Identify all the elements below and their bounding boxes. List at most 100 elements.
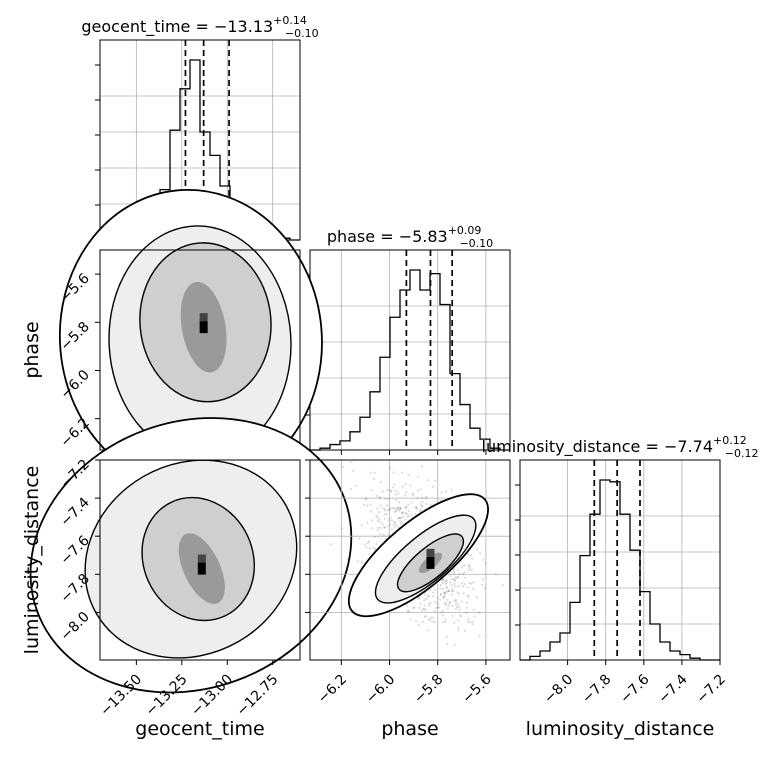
sample-point: [425, 597, 428, 601]
panel-frame: [99, 459, 301, 661]
sample-point: [401, 485, 404, 488]
sample-point: [482, 578, 485, 581]
sample-point: [381, 523, 385, 526]
sample-point: [453, 621, 456, 625]
sample-point: [399, 507, 402, 510]
sample-point: [369, 471, 372, 475]
sample-point: [449, 581, 452, 584]
x-axis-label: phase: [381, 718, 438, 740]
sample-point: [442, 579, 445, 582]
sample-point: [454, 585, 457, 588]
sample-point: [468, 566, 472, 570]
sample-point: [365, 504, 369, 507]
sample-point: [390, 528, 394, 531]
histogram-step: [520, 479, 720, 661]
sample-point: [424, 497, 428, 500]
sample-point: [391, 486, 395, 489]
sample-point: [453, 599, 456, 602]
sample-point: [362, 503, 366, 506]
sample-point: [429, 503, 432, 507]
sample-point: [383, 526, 386, 529]
sample-point: [450, 488, 453, 491]
panel-frame: [519, 459, 721, 661]
sample-point: [458, 609, 461, 612]
sample-point: [428, 604, 431, 608]
sample-point: [409, 484, 412, 487]
sample-point: [445, 579, 448, 582]
sample-point: [416, 496, 419, 499]
sample-point: [330, 543, 333, 546]
sample-point: [434, 600, 437, 604]
sample-point: [420, 609, 424, 612]
sample-point: [446, 607, 449, 610]
density-peak: [197, 562, 206, 575]
sample-point: [390, 519, 394, 522]
sample-point: [401, 515, 405, 518]
sample-point: [484, 562, 487, 565]
sample-point: [418, 606, 421, 610]
sample-point: [427, 594, 430, 597]
sample-point: [364, 543, 367, 546]
sample-point: [420, 465, 423, 468]
sample-point: [379, 526, 382, 529]
sample-point: [441, 587, 444, 591]
sample-point: [438, 606, 441, 609]
sample-point: [424, 609, 427, 612]
sample-point: [463, 571, 466, 574]
sample-point: [426, 479, 430, 482]
title-sub: −0.12: [725, 447, 759, 460]
sample-point: [440, 579, 443, 582]
sample-point: [379, 480, 382, 484]
sample-point: [471, 587, 475, 590]
sample-point: [433, 621, 436, 624]
sample-point: [388, 508, 391, 512]
sample-point: [451, 587, 454, 591]
sample-point: [395, 509, 398, 512]
sample-point: [389, 507, 392, 510]
sample-point: [406, 515, 410, 518]
sample-point: [480, 583, 484, 587]
sample-point: [367, 540, 371, 543]
sample-point: [389, 516, 392, 520]
sample-point: [354, 484, 357, 487]
x-tick-label: −5.6: [459, 671, 494, 706]
sample-point: [446, 590, 449, 593]
sample-point: [457, 619, 460, 622]
sample-point: [376, 529, 380, 532]
sample-point: [463, 582, 467, 586]
sample-point: [467, 565, 470, 568]
sample-point: [394, 489, 397, 493]
sample-point: [400, 511, 404, 514]
sample-point: [394, 526, 397, 529]
sample-point: [449, 601, 452, 604]
sample-point: [397, 492, 400, 495]
sample-point: [442, 578, 445, 581]
sample-point: [478, 634, 481, 638]
sample-point: [402, 511, 405, 514]
sample-point: [415, 505, 418, 509]
density-layer: [58, 188, 323, 490]
sample-point: [479, 552, 482, 555]
sample-point: [452, 590, 455, 593]
sample-point: [423, 599, 426, 602]
sample-point: [471, 557, 474, 560]
sample-point: [370, 489, 373, 492]
x-tick-label: −6.0: [363, 672, 398, 707]
sample-point: [370, 510, 373, 513]
sample-point: [392, 506, 395, 509]
sample-point: [452, 572, 456, 576]
sample-point: [377, 511, 381, 514]
sample-point: [458, 614, 461, 617]
sample-point: [398, 508, 402, 511]
sample-point: [404, 483, 407, 486]
sample-point: [373, 471, 376, 474]
sample-point: [463, 576, 466, 579]
x-tick-label: −7.4: [655, 671, 690, 706]
sample-point: [494, 572, 497, 576]
sample-point: [410, 501, 413, 504]
sample-point: [443, 602, 446, 605]
sample-point: [423, 615, 427, 618]
sample-point: [445, 586, 449, 589]
sample-point: [386, 525, 389, 528]
sample-point: [394, 510, 397, 513]
